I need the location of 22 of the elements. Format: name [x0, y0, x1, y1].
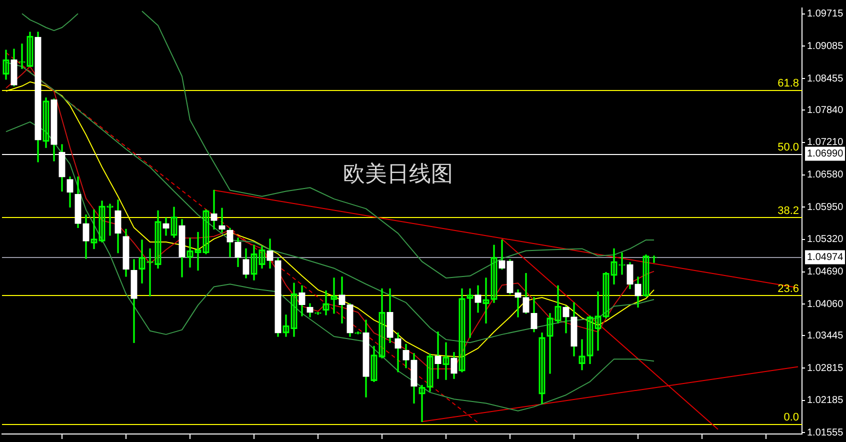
y-tick-label: 1.05320: [807, 234, 844, 246]
annotation: 38.2: [778, 204, 799, 217]
annotation: 61.8: [778, 78, 799, 90]
annotation: 0.0: [784, 411, 799, 424]
y-tick-label: 1.02185: [807, 395, 844, 406]
y-tick-label: 1.04690: [807, 266, 844, 278]
y-tick-label: 1.04060: [807, 298, 844, 310]
y-tick-label: 1.07210: [807, 137, 844, 148]
y-tick-label: 1.07840: [807, 104, 844, 116]
ref-line-label: 1.04974: [807, 252, 844, 263]
y-tick-label: 1.01555: [807, 427, 844, 438]
annotation: 50.0: [778, 141, 799, 154]
y-tick-label: 1.08455: [807, 73, 844, 84]
y-tick-label: 1.02815: [807, 362, 844, 374]
y-tick-label: 1.09085: [807, 40, 844, 52]
y-tick-label: 1.06580: [807, 170, 844, 181]
ref-line-label: 1.06990: [807, 148, 844, 160]
text: 欧美日线图: [343, 162, 453, 188]
y-tick-label: 1.09715: [807, 8, 844, 20]
y-tick-label: 1.03445: [807, 330, 844, 342]
y-tick-label: 1.05950: [807, 202, 844, 213]
annotation: 23.6: [778, 282, 799, 295]
